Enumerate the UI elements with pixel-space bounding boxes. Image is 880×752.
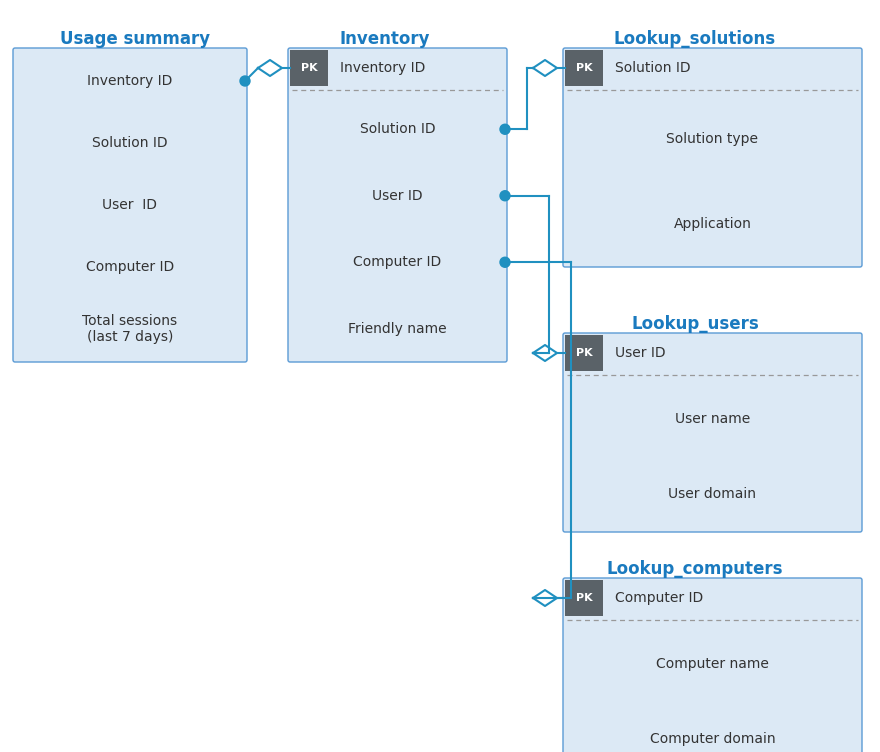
Circle shape	[500, 124, 510, 135]
FancyBboxPatch shape	[288, 48, 507, 362]
FancyBboxPatch shape	[290, 50, 328, 86]
Text: Inventory: Inventory	[340, 30, 430, 48]
Text: PK: PK	[576, 348, 592, 358]
Text: Lookup_users: Lookup_users	[631, 315, 759, 333]
Text: Computer ID: Computer ID	[615, 591, 703, 605]
Text: Application: Application	[673, 217, 752, 232]
Text: Inventory ID: Inventory ID	[87, 74, 172, 88]
Text: PK: PK	[576, 593, 592, 603]
FancyBboxPatch shape	[13, 48, 247, 362]
FancyBboxPatch shape	[565, 335, 603, 371]
FancyBboxPatch shape	[565, 580, 603, 616]
Text: Solution ID: Solution ID	[615, 61, 691, 75]
Text: User  ID: User ID	[102, 198, 158, 212]
FancyBboxPatch shape	[563, 333, 862, 532]
Circle shape	[500, 191, 510, 201]
Circle shape	[500, 257, 510, 267]
Text: Computer domain: Computer domain	[649, 732, 775, 746]
Text: User ID: User ID	[615, 346, 665, 360]
Text: PK: PK	[576, 63, 592, 73]
Text: Computer ID: Computer ID	[86, 260, 174, 274]
Text: Inventory ID: Inventory ID	[340, 61, 425, 75]
Text: Total sessions
(last 7 days): Total sessions (last 7 days)	[83, 314, 178, 344]
Text: Solution ID: Solution ID	[92, 136, 168, 150]
Text: Friendly name: Friendly name	[348, 322, 447, 335]
Text: Solution type: Solution type	[666, 132, 759, 146]
Text: Computer ID: Computer ID	[354, 255, 442, 269]
Text: Lookup_solutions: Lookup_solutions	[614, 30, 776, 48]
Text: PK: PK	[301, 63, 318, 73]
FancyBboxPatch shape	[565, 50, 603, 86]
Text: Usage summary: Usage summary	[60, 30, 210, 48]
Circle shape	[240, 76, 250, 86]
Text: Computer name: Computer name	[656, 656, 769, 671]
Text: Solution ID: Solution ID	[360, 123, 436, 136]
Text: User domain: User domain	[669, 487, 757, 502]
Text: User ID: User ID	[372, 189, 422, 203]
FancyBboxPatch shape	[563, 578, 862, 752]
Text: Lookup_computers: Lookup_computers	[606, 560, 783, 578]
FancyBboxPatch shape	[563, 48, 862, 267]
Text: User name: User name	[675, 412, 750, 426]
